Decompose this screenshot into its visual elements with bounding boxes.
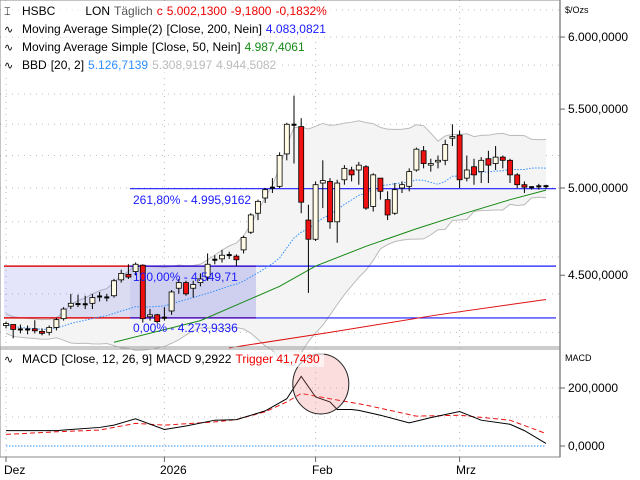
candle-up [197,278,204,284]
candle-down [327,181,333,223]
macd-tick: 0,0000 [568,439,605,453]
price-tick: 5.000,0000 [568,181,629,195]
candle-up [247,214,254,233]
candle-up [435,159,441,163]
macd-unit: MACD [565,353,592,363]
candle-up [341,167,348,181]
candle-up [355,164,362,171]
candle-up [204,263,211,278]
candle-up [442,144,449,161]
candle-up [413,148,420,171]
bollinger-upper [5,120,547,321]
candle-down [456,134,463,181]
candle-down [485,158,492,166]
date-tick: Mrz [456,463,476,477]
candle-down [377,177,384,192]
candle-down [139,264,146,320]
candle-up [111,280,117,297]
candle-down [521,184,528,188]
macd-line [6,375,547,444]
wave-icon: ∿ [4,24,14,36]
candle-up [319,180,326,184]
candle-down [233,255,240,261]
macd-legend[interactable]: ∿ MACD [Close, 12, 26, 9] MACD 9,2922 Trigge… [4,352,324,367]
candle-up [478,159,485,173]
candle-down [298,126,305,203]
bollinger-middle [5,167,547,330]
candle-down [514,174,521,186]
candle-down [499,156,506,161]
candle-up [283,123,290,155]
candle-up [219,254,225,260]
wave-icon: ∿ [4,354,14,366]
candle-up [391,189,398,214]
candle-down [10,324,17,330]
candle-down [384,199,391,216]
wave-icon: ∿ [4,42,14,54]
candle-up [175,282,182,289]
candle-down [420,150,427,164]
price-unit: $/Ozs [565,5,589,15]
bollinger-legend[interactable]: ∿ BBD [20, 2] 5.126,7139 5.308,9197 4.944,508… [4,58,281,73]
ma50-legend[interactable]: ∿ Moving Average Simple [Close, 50, Nein] 4… [4,40,309,55]
candle-up [312,184,319,240]
candle-down [305,219,312,240]
date-tick: Feb [312,463,333,477]
macd-tick: 200,0000 [568,381,619,395]
candle-up [190,284,197,289]
candle-up [370,174,377,207]
candle-up [334,182,341,223]
candle-up [46,327,53,333]
candle-up [147,314,153,318]
candle-up [132,263,139,272]
ma50-line [113,189,547,343]
wave-icon: ∿ [4,60,14,72]
candle-up [255,200,261,214]
candle-up [67,302,74,307]
candle-down [183,282,189,295]
symbol-legend: ⌶ HSBC LON Täglich c 5.002,1300 -9,1800 -0,1832… [4,4,331,19]
candle-down [39,330,45,334]
candle-icon: ⌶ [4,6,11,18]
candle-down [363,166,369,209]
price-tick: 5.500,0000 [568,102,629,116]
candle-up [492,156,499,164]
candle-down [471,166,477,176]
candle-down [507,159,513,176]
date-tick: 2026 [160,463,187,477]
candle-up [463,169,470,179]
candle-up [399,184,405,189]
candle-up [168,291,175,312]
candle-up [60,308,67,320]
candle-down [154,314,161,322]
candle-down [31,328,38,332]
candle-up [406,171,413,187]
candle-up [262,189,269,199]
price-tick: 6.000,0000 [568,30,629,44]
fib-label-0: 0,00% - 4.273,9336 [133,321,238,335]
ma200-legend[interactable]: ∿ Moving Average Simple(2) [Close, 200, Ne… [4,22,330,37]
candle-up [240,237,247,251]
candle-down [348,169,355,176]
candle-up [89,297,96,304]
candle-up [276,155,283,187]
price-tick: 4.500,0000 [568,268,629,282]
candle-up [118,273,125,281]
candle-up [53,319,60,328]
candle-down [125,273,132,278]
candle-up [427,163,434,166]
fib-label-261: 261,80% - 4.995,9162 [133,193,252,207]
fib-label-100: 100,00% - 4.549,71 [133,270,238,284]
date-tick: Dez [4,463,26,477]
ma200-line [229,299,547,349]
candle-up [3,323,9,326]
candle-up [449,136,456,139]
